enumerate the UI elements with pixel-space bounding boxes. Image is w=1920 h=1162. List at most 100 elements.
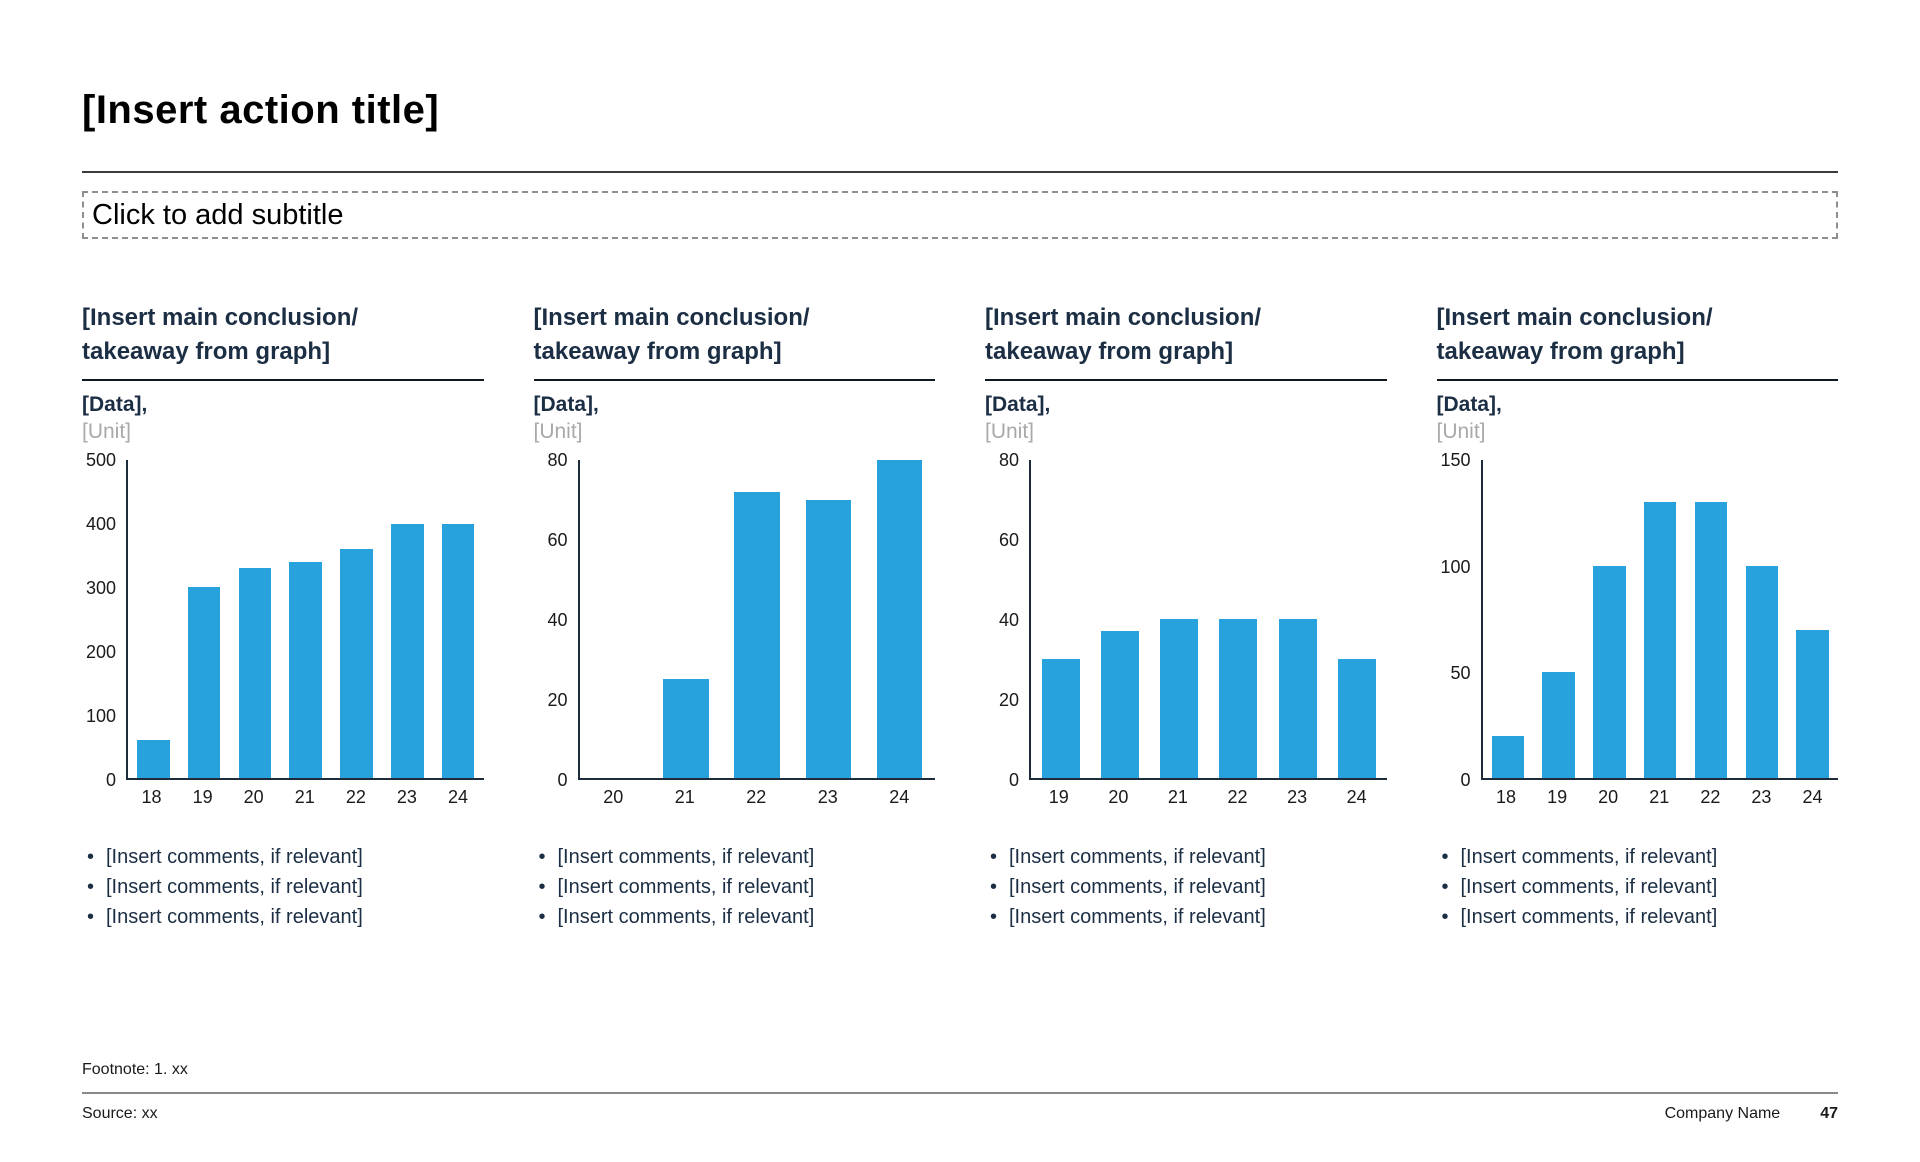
- bar: [391, 523, 424, 778]
- footnote: Footnote: 1. xx: [82, 1061, 188, 1078]
- bar-slot: [1736, 460, 1787, 778]
- bar: [289, 561, 322, 778]
- bar: [1694, 502, 1728, 778]
- bar: [1643, 502, 1677, 778]
- y-tick-label: 40: [547, 610, 568, 630]
- comments-list: [Insert comments, if relevant] [Insert c…: [534, 842, 936, 932]
- plot-area: 20 21 22 23 24: [577, 460, 936, 808]
- column-heading: [Insert main conclusion/ takeaway from g…: [985, 301, 1387, 381]
- bar-slot: [580, 460, 651, 778]
- y-tick-label: 150: [1440, 450, 1471, 470]
- bar-slot: [1533, 460, 1584, 778]
- bar: [1745, 566, 1779, 778]
- bar-slot: [1327, 460, 1386, 778]
- plot-area: 18 19 20 21 22 23 24: [1480, 460, 1839, 808]
- y-tick-label: 0: [1008, 770, 1019, 790]
- x-tick-label: 24: [447, 787, 469, 807]
- x-tick-label: 22: [1700, 787, 1721, 807]
- slide: [Insert action title] Click to add subti…: [0, 88, 1920, 932]
- bar-slot: [382, 460, 433, 778]
- comment-item: [Insert comments, if relevant]: [534, 872, 936, 902]
- x-tick-label: 24: [1802, 787, 1823, 807]
- y-tick-label: 200: [85, 642, 116, 662]
- bars: [126, 460, 484, 780]
- y-tick-label: 80: [547, 450, 568, 470]
- x-tick-label: 24: [889, 787, 910, 807]
- comment-item: [Insert comments, if relevant]: [985, 902, 1387, 932]
- bar-slot: [864, 460, 935, 778]
- y-axis-labels: 0 100 200 300 400 500: [82, 451, 126, 789]
- bars: [1480, 460, 1838, 780]
- x-axis-labels: 19 20 21 22 23 24: [1029, 787, 1387, 808]
- page-title: [Insert action title]: [82, 88, 440, 132]
- comment-item: [Insert comments, if relevant]: [82, 842, 484, 872]
- bar: [340, 549, 373, 778]
- bar-chart: 0 100 200 300 400 500 18 19 20 21 22 23 24: [82, 451, 484, 808]
- y-tick-label: 100: [1440, 556, 1471, 577]
- comment-item: [Insert comments, if relevant]: [82, 902, 484, 932]
- chart-columns: [Insert main conclusion/ takeaway from g…: [82, 301, 1838, 932]
- comment-item: [Insert comments, if relevant]: [534, 842, 936, 872]
- bars: [577, 460, 935, 780]
- unit-label: [Unit]: [82, 420, 132, 443]
- comment-item: [Insert comments, if relevant]: [1437, 872, 1839, 902]
- y-tick-label: 500: [85, 450, 116, 470]
- x-tick-label: 18: [141, 787, 162, 807]
- x-tick-label: 20: [1108, 787, 1129, 807]
- bar: [187, 587, 221, 778]
- bar-slot: [793, 460, 864, 778]
- y-tick-label: 20: [998, 690, 1019, 710]
- chart-column-2: [Insert main conclusion/ takeaway from g…: [533, 301, 936, 932]
- bar: [1337, 658, 1376, 778]
- chart-column-1: [Insert main conclusion/ takeaway from g…: [82, 301, 484, 932]
- x-axis-labels: 20 21 22 23 24: [578, 787, 936, 808]
- x-tick-label: 21: [294, 787, 315, 807]
- bar-slot: [1150, 460, 1209, 778]
- bar-slot: [433, 460, 484, 778]
- chart-column-3: [Insert main conclusion/ takeaway from g…: [985, 301, 1387, 932]
- data-label: [Data],: [985, 393, 1051, 416]
- comments-list: [Insert comments, if relevant] [Insert c…: [985, 842, 1387, 932]
- chart-column-4: [Insert main conclusion/ takeaway from g…: [1436, 301, 1839, 932]
- y-tick-label: 20: [547, 690, 568, 710]
- bar: [805, 499, 852, 778]
- x-axis-labels: 18 19 20 21 22 23 24: [1481, 787, 1839, 808]
- bar-slot: [1483, 460, 1534, 778]
- comment-item: [Insert comments, if relevant]: [985, 872, 1387, 902]
- column-heading: [Insert main conclusion/ takeaway from g…: [82, 301, 484, 381]
- x-tick-label: 22: [746, 787, 767, 807]
- x-tick-label: 23: [817, 787, 838, 807]
- source-text: Source: xx: [82, 1105, 158, 1122]
- bar-slot: [651, 460, 722, 778]
- x-tick-label: 22: [345, 787, 366, 807]
- x-tick-label: 23: [1287, 787, 1308, 807]
- x-tick-label: 23: [1751, 787, 1772, 807]
- bar-slot: [280, 460, 331, 778]
- bar-slot: [1787, 460, 1838, 778]
- x-tick-label: 19: [1048, 787, 1069, 807]
- x-tick-label: 22: [1227, 787, 1248, 807]
- x-tick-label: 18: [1496, 787, 1517, 807]
- y-tick-label: 60: [547, 530, 568, 550]
- subtitle-placeholder-text: Click to add subtitle: [92, 198, 344, 231]
- bar-slot: [1686, 460, 1737, 778]
- bar-slot: [1635, 460, 1686, 778]
- y-axis-labels: 0 50 100 150: [1437, 451, 1481, 789]
- bar: [1542, 672, 1575, 778]
- title-divider: [82, 171, 1838, 173]
- plot-area: 18 19 20 21 22 23 24: [126, 460, 484, 808]
- bar-slot: [179, 460, 230, 778]
- x-axis-labels: 18 19 20 21 22 23 24: [126, 787, 484, 808]
- bar: [1278, 619, 1317, 778]
- bar: [1219, 619, 1258, 778]
- x-tick-label: 20: [1598, 787, 1619, 807]
- company-name: Company Name: [1664, 1105, 1781, 1122]
- y-tick-label: 60: [998, 530, 1019, 550]
- comment-item: [Insert comments, if relevant]: [1437, 842, 1839, 872]
- data-label: [Data],: [1436, 393, 1502, 416]
- comments-list: [Insert comments, if relevant] [Insert c…: [82, 842, 484, 932]
- x-tick-label: 20: [603, 787, 624, 807]
- subtitle-placeholder[interactable]: Click to add subtitle: [82, 191, 1838, 239]
- y-tick-label: 0: [1460, 770, 1471, 790]
- y-tick-label: 100: [85, 706, 116, 726]
